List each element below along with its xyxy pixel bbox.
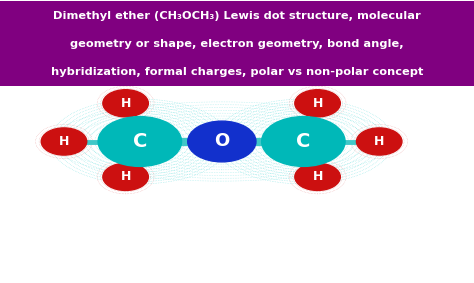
Circle shape: [41, 128, 87, 155]
Circle shape: [295, 90, 340, 117]
Circle shape: [98, 117, 182, 166]
Circle shape: [103, 163, 148, 190]
Text: C: C: [133, 132, 147, 151]
Text: H: H: [312, 97, 323, 110]
Text: C: C: [296, 132, 310, 151]
Circle shape: [356, 128, 402, 155]
Circle shape: [262, 117, 345, 166]
Circle shape: [188, 121, 256, 162]
Text: H: H: [374, 135, 384, 148]
Text: H: H: [312, 170, 323, 183]
Text: geometry or shape, electron geometry, bond angle,: geometry or shape, electron geometry, bo…: [70, 39, 404, 49]
Text: H: H: [59, 135, 69, 148]
Text: H: H: [120, 170, 131, 183]
Text: Dimethyl ether (CH₃OCH₃) Lewis dot structure, molecular: Dimethyl ether (CH₃OCH₃) Lewis dot struc…: [53, 10, 421, 21]
Circle shape: [103, 90, 148, 117]
Text: hybridization, formal charges, polar vs non-polar concept: hybridization, formal charges, polar vs …: [51, 67, 423, 77]
Text: O: O: [214, 132, 229, 151]
Text: H: H: [120, 97, 131, 110]
Circle shape: [295, 163, 340, 190]
